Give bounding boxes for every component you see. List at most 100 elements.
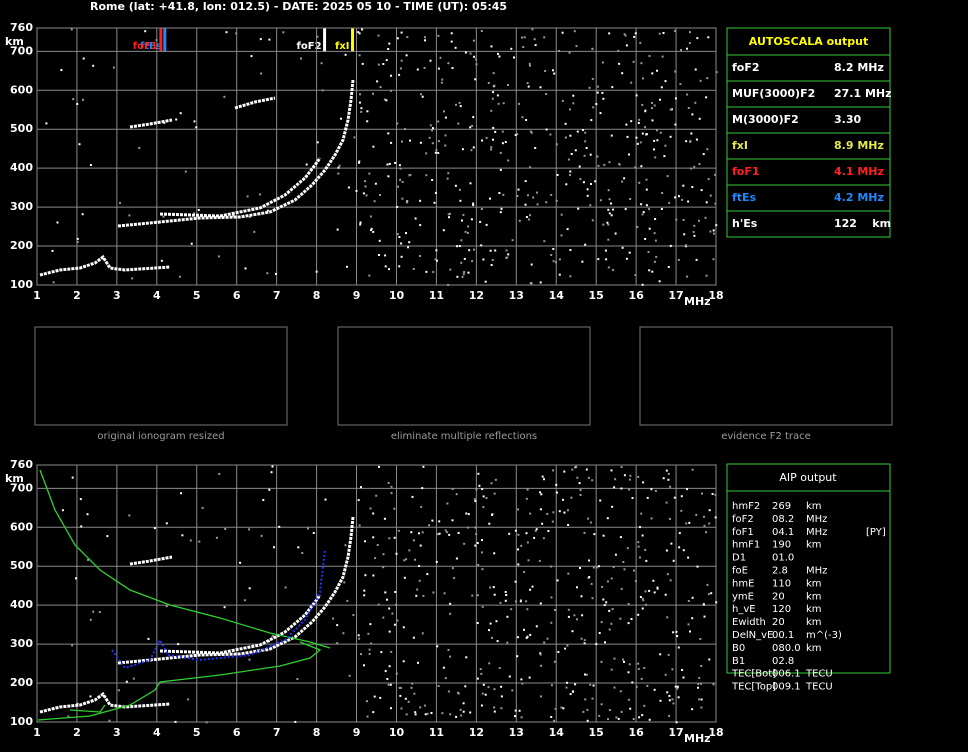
noise-dot: [661, 55, 664, 58]
noise-dot: [605, 601, 608, 604]
noise-dot: [390, 492, 393, 495]
noise-dot: [268, 38, 271, 41]
noise-dot: [644, 126, 646, 129]
noise-dot: [369, 623, 372, 626]
noise-dot: [492, 72, 495, 75]
noise-dot: [504, 599, 507, 602]
noise-dot: [301, 552, 304, 554]
noise-dot: [529, 166, 532, 169]
noise-dot: [419, 706, 422, 709]
noise-dot: [555, 483, 558, 486]
noise-dot: [500, 685, 503, 688]
aip-cell: hmF1: [732, 540, 760, 551]
noise-dot: [627, 671, 630, 674]
noise-dot: [705, 96, 708, 99]
noise-dot: [552, 511, 555, 514]
noise-dot: [390, 485, 393, 488]
noise-dot: [707, 593, 710, 596]
aip-cell: km: [806, 617, 822, 628]
noise-dot: [556, 579, 559, 582]
y-tick-label: 500: [10, 559, 33, 572]
noise-dot: [493, 552, 496, 555]
noise-dot: [393, 536, 396, 539]
noise-dot: [366, 700, 368, 703]
noise-dot: [419, 224, 422, 227]
noise-dot: [641, 607, 644, 610]
noise-dot: [364, 540, 366, 543]
noise-dot: [669, 485, 672, 488]
noise-dot: [436, 259, 438, 262]
noise-dot: [709, 194, 712, 197]
noise-dot: [543, 478, 545, 481]
y-tick-label: 600: [10, 520, 33, 533]
noise-dot: [586, 188, 589, 191]
marker-label: foF1: [133, 41, 158, 52]
noise-dot: [611, 505, 614, 508]
noise-dot: [566, 228, 569, 231]
noise-dot: [601, 585, 604, 588]
noise-dot: [687, 556, 690, 559]
noise-dot: [604, 249, 607, 252]
noise-dot: [197, 209, 200, 211]
noise-dot: [646, 496, 649, 499]
noise-dot: [584, 140, 587, 143]
noise-dot: [500, 207, 503, 210]
noise-dot: [496, 94, 499, 97]
noise-dot: [455, 557, 458, 560]
noise-dot: [375, 494, 378, 497]
noise-dot: [600, 703, 603, 706]
noise-dot: [667, 472, 670, 475]
noise-dot: [639, 526, 641, 529]
noise-dot: [476, 622, 479, 624]
noise-dot: [681, 198, 684, 201]
noise-dot: [305, 163, 308, 166]
noise-dot: [691, 113, 694, 116]
noise-dot: [271, 634, 274, 637]
noise-dot: [561, 99, 564, 102]
noise-dot: [336, 228, 339, 231]
noise-dot: [160, 259, 163, 262]
table-title: AUTOSCALA output: [749, 35, 868, 48]
noise-dot: [694, 101, 697, 104]
noise-dot: [106, 535, 109, 538]
noise-dot: [513, 56, 515, 59]
noise-dot: [654, 239, 657, 242]
noise-dot: [393, 623, 396, 626]
noise-dot: [700, 189, 703, 192]
noise-dot: [492, 138, 494, 141]
aip-cell: km: [806, 501, 822, 512]
noise-dot: [398, 686, 401, 689]
aip-table: AIP output hmF2 269 km foF2 08.2 MHz foF1 04.1 MH…: [726, 463, 891, 693]
noise-dot: [248, 528, 251, 531]
noise-dot: [698, 163, 701, 166]
noise-dot: [535, 528, 538, 531]
noise-dot: [602, 598, 605, 601]
noise-dot: [611, 608, 614, 611]
noise-dot: [687, 623, 690, 626]
noise-dot: [655, 255, 658, 258]
noise-dot: [526, 608, 529, 611]
noise-dot: [540, 664, 543, 667]
noise-dot: [507, 84, 509, 86]
noise-dot: [162, 215, 165, 218]
noise-dot: [626, 135, 629, 138]
noise-dot: [553, 72, 556, 75]
noise-dot: [401, 197, 404, 200]
noise-dot: [352, 614, 355, 617]
noise-dot: [388, 665, 391, 668]
noise-dot: [473, 498, 476, 501]
noise-dot: [651, 119, 654, 122]
noise-dot: [620, 587, 623, 590]
noise-dot: [473, 248, 475, 251]
noise-dot: [640, 677, 643, 680]
noise-dot: [474, 500, 477, 503]
noise-dot: [695, 138, 698, 141]
noise-dot: [595, 643, 598, 646]
noise-dot: [618, 62, 621, 65]
noise-dot: [665, 469, 668, 472]
marker-label: foF2: [297, 41, 322, 52]
x-tick-label: 18: [708, 726, 723, 739]
noise-dot: [664, 593, 667, 596]
noise-dot: [394, 161, 397, 164]
x-tick-label: 12: [469, 726, 484, 739]
